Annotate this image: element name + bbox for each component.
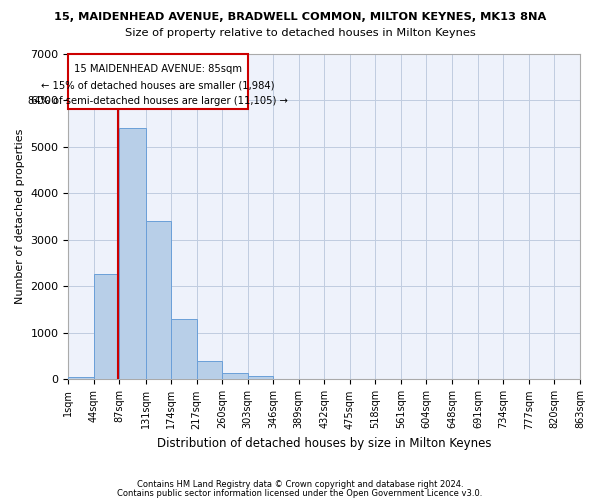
Text: Contains HM Land Registry data © Crown copyright and database right 2024.: Contains HM Land Registry data © Crown c… xyxy=(137,480,463,489)
Text: 15 MAIDENHEAD AVENUE: 85sqm: 15 MAIDENHEAD AVENUE: 85sqm xyxy=(74,64,242,74)
Bar xyxy=(146,222,171,380)
Bar xyxy=(222,374,248,380)
Bar xyxy=(68,377,94,380)
Text: 15, MAIDENHEAD AVENUE, BRADWELL COMMON, MILTON KEYNES, MK13 8NA: 15, MAIDENHEAD AVENUE, BRADWELL COMMON, … xyxy=(54,12,546,22)
Y-axis label: Number of detached properties: Number of detached properties xyxy=(15,129,25,304)
Bar xyxy=(94,274,119,380)
Bar xyxy=(197,361,222,380)
X-axis label: Distribution of detached houses by size in Milton Keynes: Distribution of detached houses by size … xyxy=(157,437,491,450)
Bar xyxy=(119,128,146,380)
Text: Contains public sector information licensed under the Open Government Licence v3: Contains public sector information licen… xyxy=(118,488,482,498)
Bar xyxy=(68,54,248,109)
Text: ← 15% of detached houses are smaller (1,984): ← 15% of detached houses are smaller (1,… xyxy=(41,81,275,91)
Bar xyxy=(248,376,273,380)
Text: Size of property relative to detached houses in Milton Keynes: Size of property relative to detached ho… xyxy=(125,28,475,38)
Bar xyxy=(171,319,197,380)
Text: 84% of semi-detached houses are larger (11,105) →: 84% of semi-detached houses are larger (… xyxy=(28,96,288,106)
